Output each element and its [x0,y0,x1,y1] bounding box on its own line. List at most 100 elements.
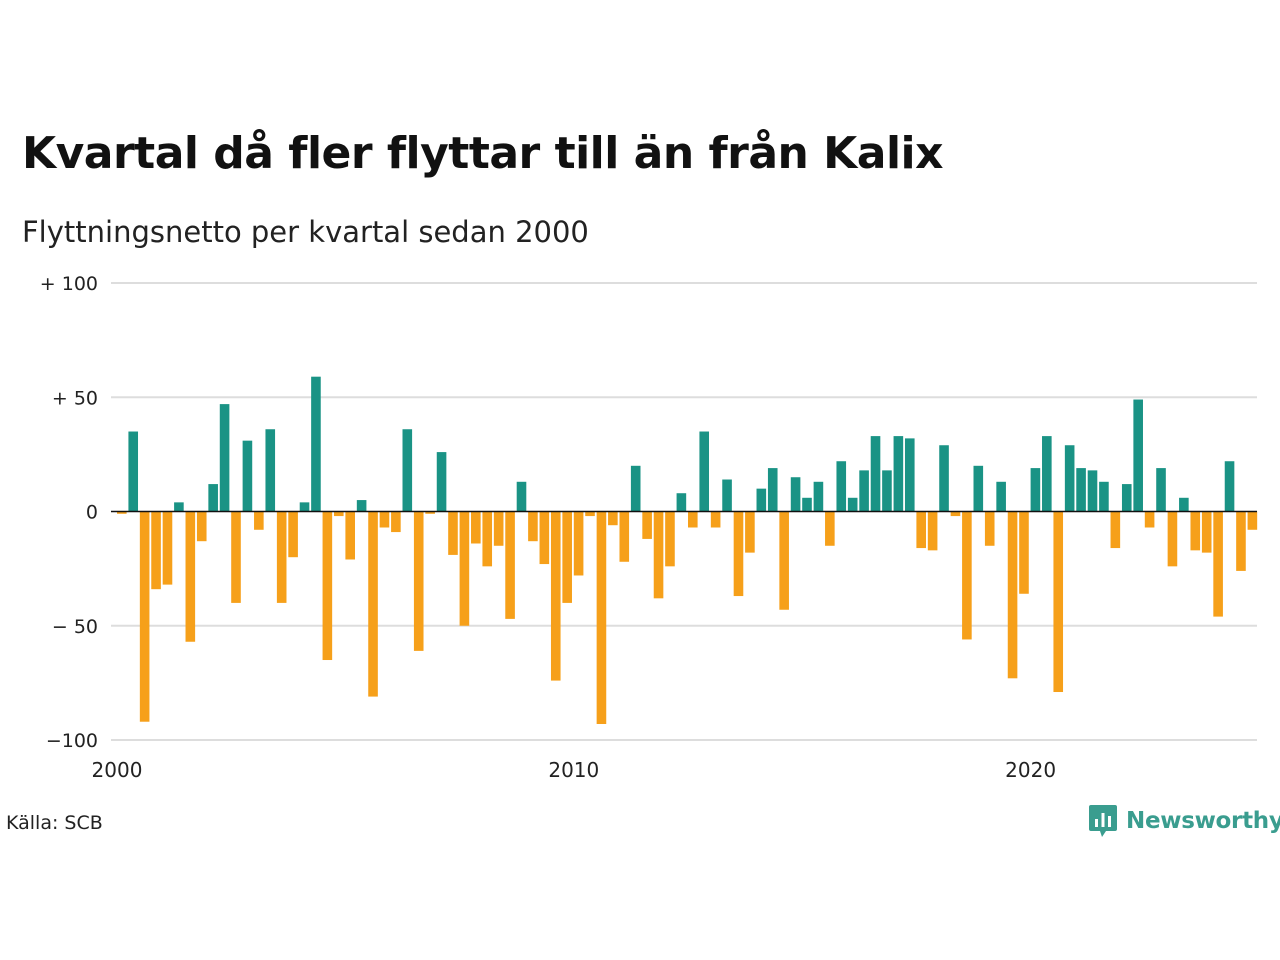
y-tick-label: − 50 [52,616,98,638]
bar [425,511,435,514]
bar [756,488,767,512]
bar [219,404,230,512]
bar [790,477,801,512]
bar [813,481,824,512]
x-tick-label: 2010 [548,758,599,782]
newsworthy-logo-icon [1089,805,1117,837]
bar [1179,497,1189,512]
bar [368,511,378,697]
bar [139,511,150,722]
bar [1087,470,1098,512]
bar [311,376,321,512]
bar-chart: + 100 + 50 0 − 50 −100 2000 2010 2020 [40,273,1258,782]
bar [825,511,835,546]
bar [288,511,298,558]
bar [722,479,732,512]
bar [1007,511,1018,679]
bar [413,511,424,651]
bar [539,511,550,565]
bar [859,470,869,512]
bar [916,511,926,549]
bar [1030,468,1041,512]
bar [174,502,184,512]
bar [448,511,458,555]
bar [208,484,218,512]
bar [1190,511,1201,551]
bar [162,511,173,585]
bar [516,481,527,512]
chart-subtitle: Flyttningsnetto per kvartal sedan 2000 [22,215,589,249]
bar [185,511,196,642]
bar [379,511,390,528]
bar [1121,484,1132,512]
bar [767,468,778,512]
bar [402,429,413,512]
bar [1110,511,1121,549]
bar [128,431,139,512]
x-tick-label: 2020 [1005,758,1056,782]
bar [699,431,710,512]
bar [117,511,127,514]
bar [1099,481,1109,512]
bar [1019,511,1029,594]
bar [893,436,904,512]
bar [802,497,812,512]
bar [322,511,333,661]
bar [733,511,744,597]
bar [973,465,984,512]
x-tick-label: 2000 [92,758,143,782]
bar [996,481,1006,512]
bar [1144,511,1155,528]
bar [630,465,641,512]
bar [962,511,972,640]
bar [1133,399,1143,512]
source-note: Källa: SCB [6,812,103,834]
bar [276,511,287,603]
bar [642,511,652,539]
bar [254,511,264,530]
grid-lines [111,282,1257,741]
bar [1167,511,1178,567]
bar [836,461,847,512]
bar [710,511,721,528]
bar [436,452,447,512]
brand-name: Newsworthy [1126,808,1280,834]
bar [619,511,630,562]
axes: + 100 + 50 0 − 50 −100 2000 2010 2020 [40,273,1257,782]
y-tick-label: + 100 [40,273,98,295]
bar [151,511,161,590]
bar [596,511,607,724]
bar [1156,468,1166,512]
bar [265,429,276,512]
bar [459,511,470,626]
bar [882,470,892,512]
bar [482,511,493,567]
bar [608,511,618,526]
bar [950,511,961,517]
y-tick-label: −100 [46,730,98,752]
bar [528,511,538,542]
chart-title: Kvartal då fler flyttar till än från Kal… [22,128,944,179]
bar [299,502,310,512]
bar [1213,511,1223,617]
y-tick-label: + 50 [52,387,98,409]
bar [550,511,561,681]
bar [242,440,253,512]
bar [562,511,572,603]
bar [665,511,675,567]
bar [1201,511,1212,553]
bar [391,511,401,533]
bar [870,436,881,512]
bar [573,511,584,576]
bar [1053,511,1064,693]
bar [939,445,949,512]
bar [505,511,515,619]
bar [904,438,915,512]
newsworthy-logo: Newsworthy [1088,803,1280,839]
bar [927,511,938,551]
bar [196,511,207,542]
bar [333,511,344,517]
bar [779,511,789,610]
bar [1042,436,1052,512]
bar [984,511,995,546]
